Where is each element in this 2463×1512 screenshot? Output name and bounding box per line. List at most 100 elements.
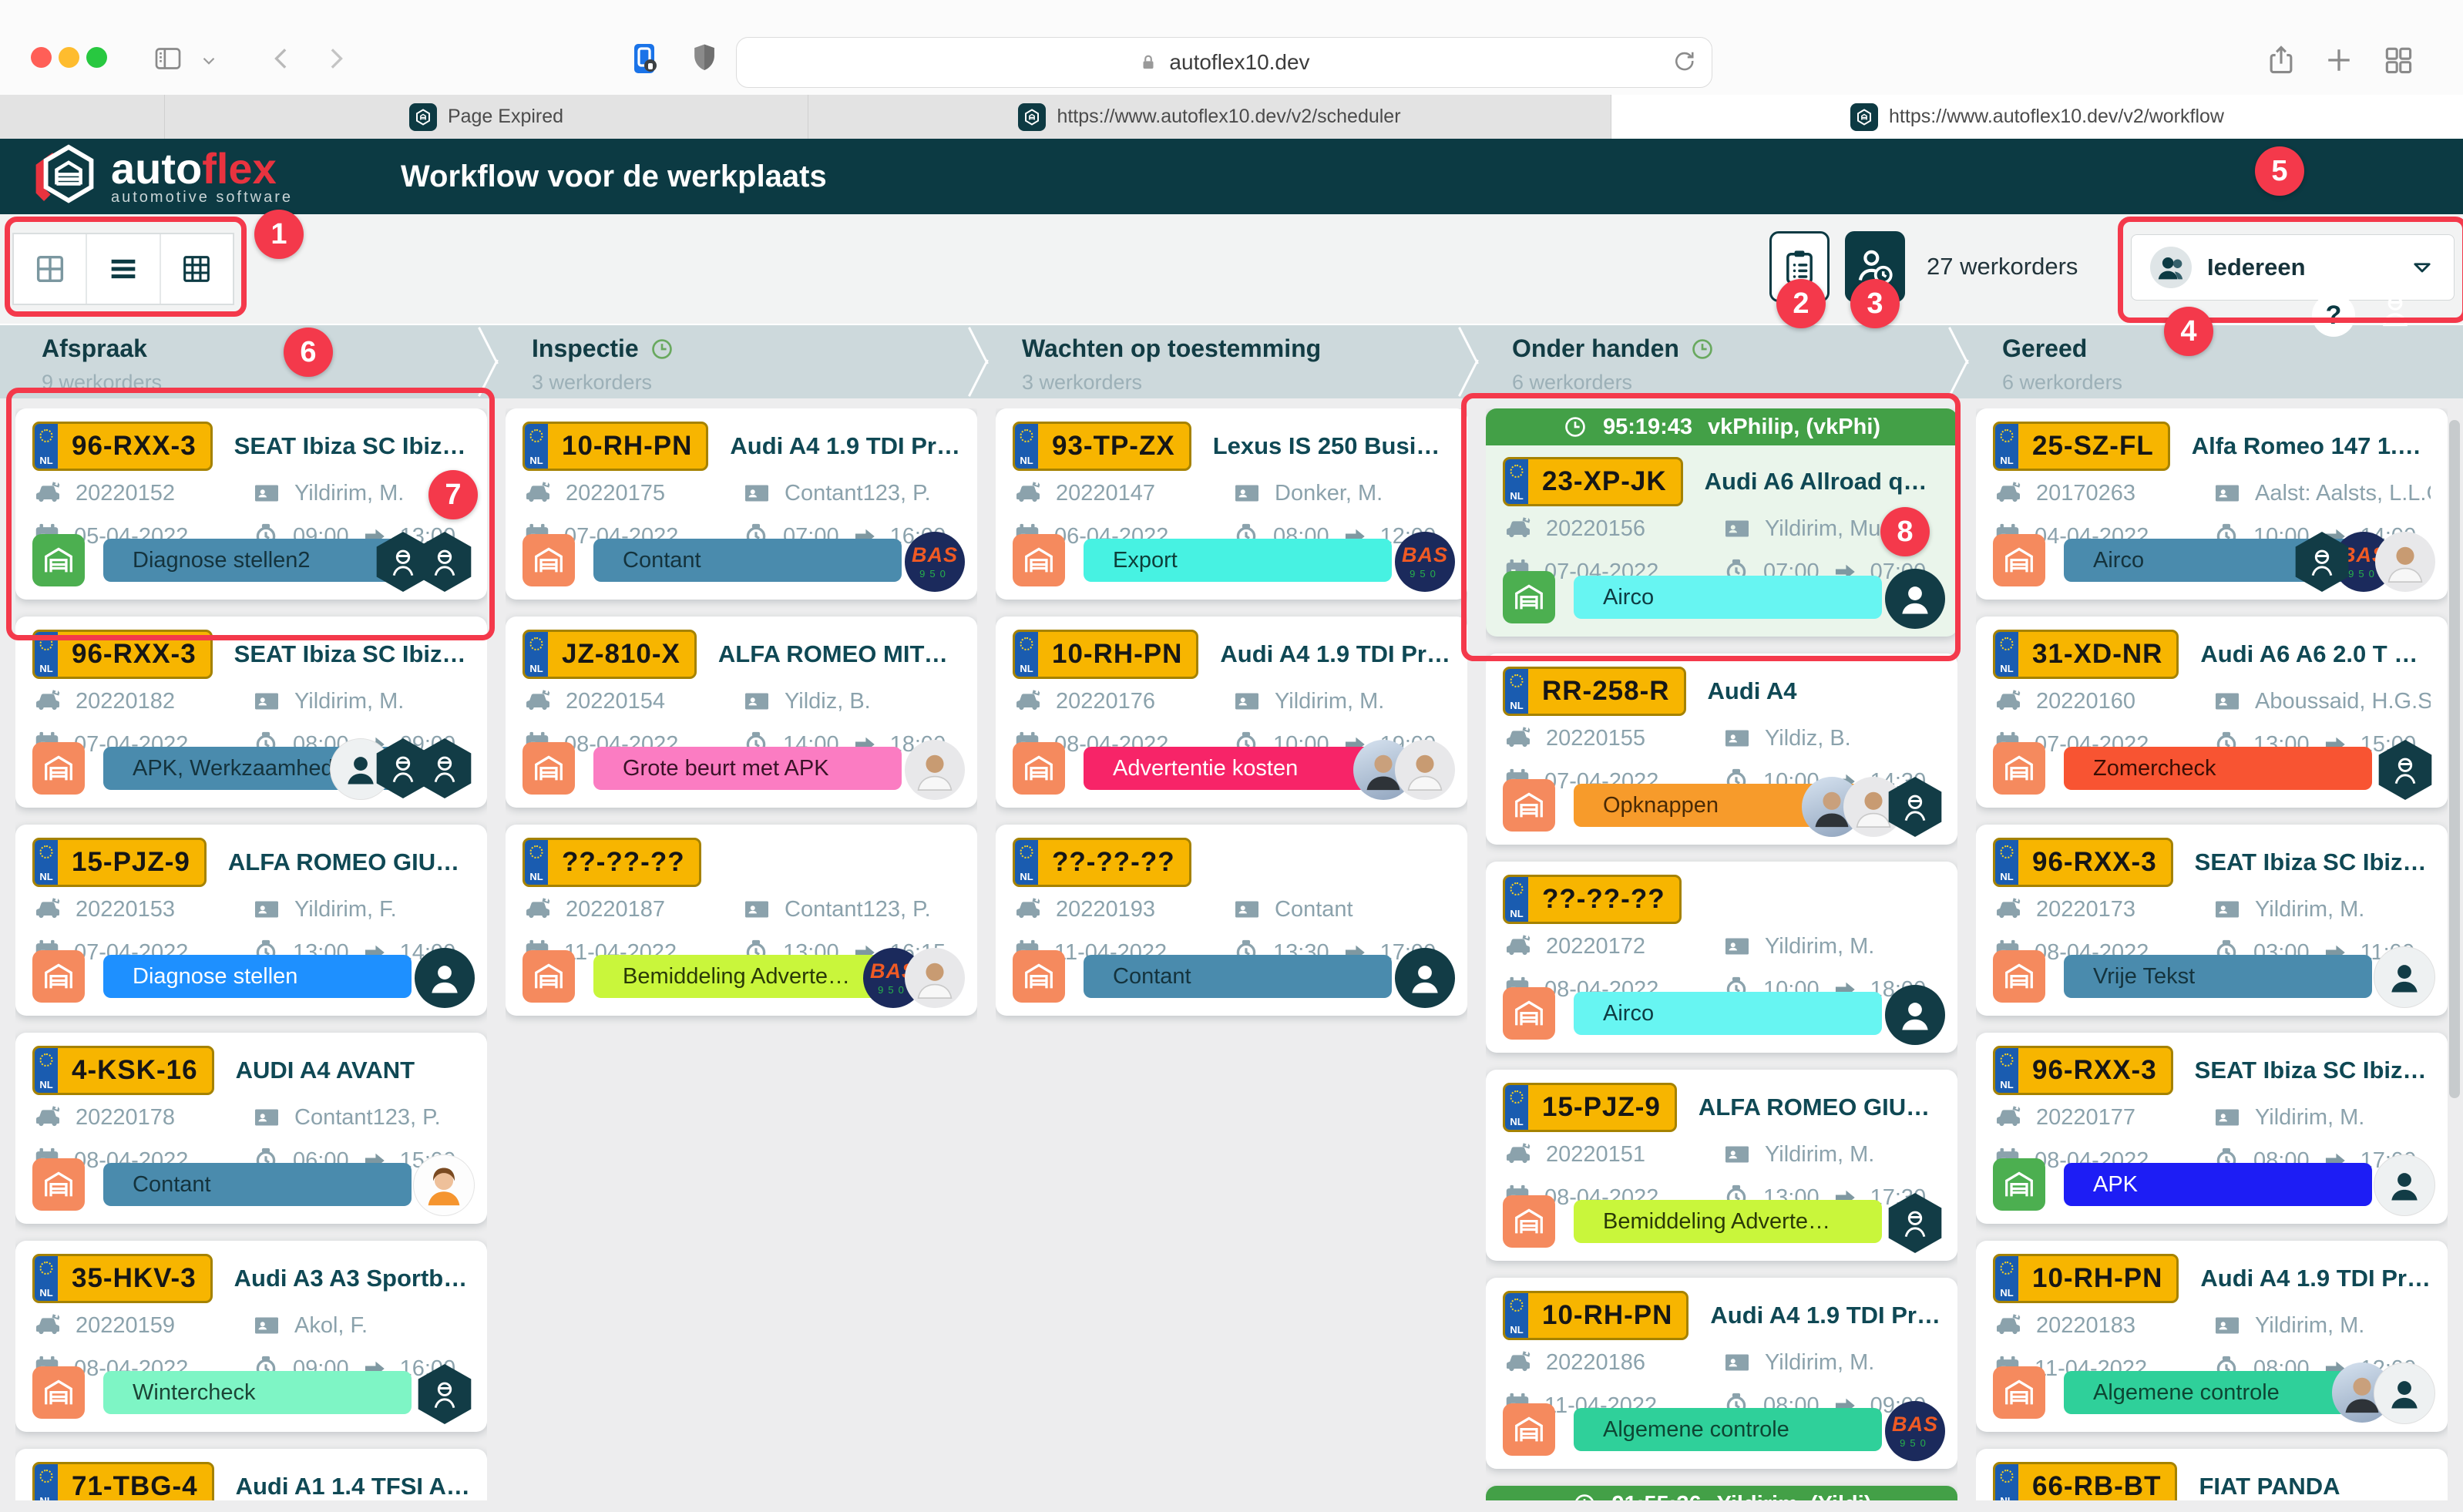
address-bar[interactable]: autoflex10.dev	[736, 37, 1712, 88]
sidebar-icon[interactable]	[151, 43, 185, 74]
contact-name-text: Yildirim, M.	[2255, 896, 2365, 922]
workorder-card[interactable]: NL ??-??-?? 20220187 Contant123, P. 11-04-20…	[506, 825, 977, 1016]
activity-label[interactable]: Zomercheck	[2064, 747, 2372, 790]
workorder-card[interactable]: 91:55:36 Yildirim, (Yildi)	[1486, 1486, 1957, 1500]
card-footer-row: Wintercheck	[32, 1364, 472, 1424]
activity-label[interactable]: Vrije Tekst	[2064, 955, 2372, 998]
activity-label[interactable]: Airco	[1574, 576, 1882, 619]
garage-icon	[32, 1366, 85, 1419]
tab-scheduler[interactable]: https://www.autoflex10.dev/v2/scheduler	[808, 95, 1611, 139]
workorder-card[interactable]: NL 10-RH-PN Audi A4 1.9 TDI Pro Line 202201…	[506, 408, 977, 600]
close-window-button[interactable]	[31, 47, 52, 68]
vertical-scrollbar[interactable]	[2449, 420, 2460, 1098]
new-tab-icon[interactable]	[2322, 43, 2356, 74]
tab-workflow[interactable]: https://www.autoflex10.dev/v2/workflow	[1611, 95, 2463, 139]
passkey-extension-icon[interactable]	[628, 40, 662, 73]
workorder-card[interactable]: NL ??-??-?? 20220172 Yildirim, M. 08-04-2022…	[1486, 862, 1957, 1053]
minimize-window-button[interactable]	[59, 47, 79, 68]
contact-card-icon	[741, 479, 772, 507]
column-header-band: Afspraak 9 werkorders Inspectie 3 werkorder…	[0, 324, 2463, 398]
eu-stars-icon	[2000, 1053, 2014, 1067]
workorder-card[interactable]: NL ??-??-?? 20220193 Contant 11-04-2022 13:30…	[996, 825, 1467, 1016]
activity-label[interactable]: Diagnose stellen	[103, 955, 412, 998]
activity-label[interactable]: Bemiddeling Adverte…	[593, 955, 902, 998]
plate-eu-strip: NL	[1505, 877, 1528, 922]
workorder-card[interactable]: NL 15-PJZ-9 ALFA ROMEO GIULIETTA… 20220151 Y…	[1486, 1070, 1957, 1261]
assigned-avatars	[1885, 569, 1945, 629]
workorder-card[interactable]: NL 15-PJZ-9 ALFA ROMEO GIULIETTA… 20220153 Y…	[15, 825, 487, 1016]
garage-icon	[1013, 534, 1065, 586]
eu-stars-icon	[1510, 1090, 1524, 1104]
activity-label[interactable]: Diagnose stellen2	[103, 539, 412, 582]
back-button[interactable]	[267, 43, 301, 74]
card-header-row: NL 71-TBG-4 Audi A1 1.4 TFSI Attracti…	[32, 1461, 470, 1500]
workorder-card[interactable]: NL 96-RXX-3 SEAT Ibiza SC Ibiza 1.2 T… 2022…	[15, 408, 487, 600]
workorder-card[interactable]: NL 96-RXX-3 SEAT Ibiza SC Ibiza 1.2 T… 2022…	[15, 617, 487, 808]
view-columns-button[interactable]	[14, 234, 88, 304]
activity-label[interactable]: Algemene controle	[2064, 1371, 2372, 1414]
contact-card-icon	[1232, 687, 1262, 715]
workorder-card[interactable]: NL 35-HKV-3 Audi A3 A3 Sportback 2…. 202201…	[15, 1241, 487, 1432]
user-account-icon[interactable]	[2375, 290, 2415, 334]
workorder-card[interactable]: NL JZ-810-X ALFA ROMEO MITO MiTo… 20220154 Y…	[506, 617, 977, 808]
contact-name-text: Yildiz, B.	[1765, 725, 1851, 751]
activity-label[interactable]: Contant	[593, 539, 902, 582]
car-wrench-icon	[1503, 724, 1534, 752]
activity-label[interactable]: Bemiddeling Adverte…	[1574, 1200, 1882, 1243]
contact-card-icon	[1232, 479, 1262, 507]
photo-avatar	[905, 948, 965, 1008]
activity-label[interactable]: APK	[2064, 1163, 2372, 1206]
forward-button[interactable]	[320, 43, 354, 74]
shield-extension-icon[interactable]	[687, 40, 721, 71]
workorder-card[interactable]: NL RR-258-R Audi A4 20220155 Yildiz, B. 07-04…	[1486, 654, 1957, 845]
workorder-card[interactable]: NL 10-RH-PN Audi A4 1.9 TDI Pro Line 202201…	[996, 617, 1467, 808]
activity-label[interactable]: Algemene controle	[1574, 1408, 1882, 1451]
activity-label[interactable]: Wintercheck	[103, 1371, 412, 1414]
workorder-card[interactable]: NL 71-TBG-4 Audi A1 1.4 TFSI Attracti…	[15, 1449, 487, 1500]
card-info-row: 20220177 Yildirim, M.	[1993, 1096, 2431, 1139]
card-footer-row: Algemene controle	[1993, 1362, 2435, 1424]
card-header-row: NL 96-RXX-3 SEAT Ibiza SC Ibiza 1.2 T…	[32, 629, 470, 680]
workorder-card[interactable]: NL 4-KSK-16 AUDI A4 AVANT 20220178 Contant12…	[15, 1033, 487, 1224]
workorder-card[interactable]: NL 10-RH-PN Audi A4 1.9 TDI Pro Line 202201…	[1486, 1278, 1957, 1469]
workorder-card[interactable]: NL 10-RH-PN Audi A4 1.9 TDI Pro Line 202201…	[1976, 1241, 2448, 1432]
view-grid-button[interactable]	[161, 234, 233, 304]
mechanic-filter-dropdown[interactable]: Iedereen	[2131, 234, 2455, 301]
license-plate-number: JZ-810-X	[562, 639, 680, 669]
timer-value: 91:55:36	[1612, 1492, 1702, 1501]
column-clock-icon	[650, 337, 674, 361]
workorder-card[interactable]: NL 96-RXX-3 SEAT Ibiza SC Ibiza 1.2 T… 2022…	[1976, 1033, 2448, 1224]
activity-label[interactable]: Airco	[1574, 992, 1882, 1035]
assigned-avatars	[1885, 985, 1945, 1045]
contact-name-text: Aalst: Aalsts, L.L.C.	[2255, 480, 2431, 506]
workorder-card[interactable]: NL 25-SZ-FL Alfa Romeo 147 1.6 TS C… 201702…	[1976, 408, 2448, 600]
workorder-card[interactable]: NL 93-TP-ZX Lexus IS 250 Business L… 202201…	[996, 408, 1467, 600]
browser-toolbar: autoflex10.dev	[0, 0, 2463, 96]
workorder-card[interactable]: 95:19:43 vkPhilip, (vkPhi) NL 23-XP-JK Audi …	[1486, 408, 1957, 637]
workorder-card[interactable]: NL 96-RXX-3 SEAT Ibiza SC Ibiza 1.2 T… 2022…	[1976, 825, 2448, 1016]
share-icon[interactable]	[2264, 43, 2298, 74]
activity-label[interactable]: Contant	[1084, 955, 1392, 998]
eu-stars-icon	[2000, 1470, 2014, 1483]
column-header-2: Inspectie 3 werkorders	[506, 334, 977, 395]
tab-page-expired[interactable]: Page Expired	[165, 95, 808, 139]
mechanic-hexagon-avatar	[1888, 1193, 1942, 1253]
column-title: Onder handen	[1512, 334, 1957, 363]
workorder-card[interactable]: NL 31-XD-NR Audi A6 A6 2.0 T FSI Pro … 2022…	[1976, 617, 2448, 808]
chevron-down-icon[interactable]	[199, 51, 233, 82]
activity-label[interactable]: Grote beurt met APK	[593, 747, 902, 790]
workorder-number-text: 20220186	[1546, 1349, 1646, 1375]
reload-icon[interactable]	[1670, 47, 1698, 80]
contact-name: Yildirim, M.	[251, 479, 470, 507]
activity-label[interactable]: Export	[1084, 539, 1392, 582]
zoom-window-button[interactable]	[86, 47, 107, 68]
column-header-5: Gereed 6 werkorders	[1976, 334, 2448, 395]
help-button[interactable]: ?	[2312, 294, 2355, 337]
view-list-button[interactable]	[87, 234, 161, 304]
activity-label[interactable]: Contant	[103, 1163, 412, 1206]
app-header: autoflex automotive software Workflow vo…	[0, 139, 2463, 337]
car-wrench-icon	[1993, 687, 2024, 715]
tab-overview-icon[interactable]	[2381, 43, 2415, 74]
workorder-card[interactable]: NL 66-RB-BT FIAT PANDA	[1976, 1449, 2448, 1500]
activity-label[interactable]: Advertentie kosten	[1084, 747, 1392, 790]
